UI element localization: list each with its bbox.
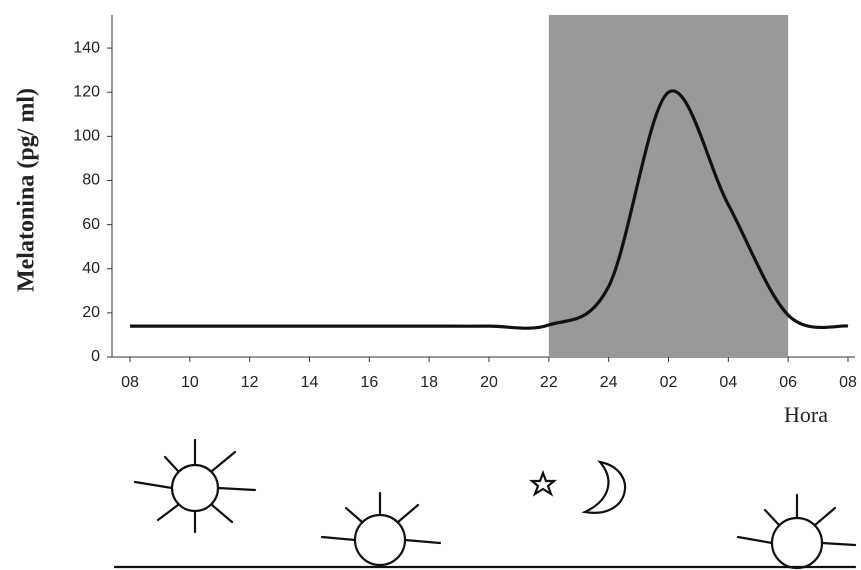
y-tick-label: 20 [82, 304, 100, 321]
x-tick-label: 02 [660, 374, 678, 391]
x-tick-label: 12 [241, 374, 259, 391]
night-band [548, 15, 789, 357]
illustration [113, 438, 857, 570]
y-tick-label: 0 [91, 348, 100, 365]
x-tick-label: 16 [360, 374, 378, 391]
y-tick-label: 60 [82, 216, 100, 233]
y-tick-label: 40 [82, 260, 100, 277]
x-tick-label: 04 [719, 374, 737, 391]
sun [736, 493, 857, 570]
y-tick-label: 100 [73, 128, 100, 145]
x-tick-label: 14 [301, 374, 319, 391]
x-tick-label: 18 [420, 374, 438, 391]
sun [320, 491, 442, 567]
x-tick-label: 08 [839, 374, 857, 391]
x-tick-label: 06 [779, 374, 797, 391]
star [528, 469, 558, 497]
y-tick-label: 140 [73, 39, 100, 56]
x-tick-label: 08 [121, 374, 139, 391]
y-tick-label: 120 [73, 83, 100, 100]
x-axis-label: Hora [784, 402, 828, 427]
x-tick-label: 24 [600, 374, 618, 391]
moon [581, 460, 627, 514]
y-axis-label: Melatonina (pg/ ml) [14, 88, 40, 292]
sun [133, 438, 257, 534]
x-tick-label: 22 [540, 374, 558, 391]
melatonin-line [130, 89, 849, 330]
y-tick-label: 80 [82, 172, 100, 189]
x-tick-label: 10 [181, 374, 199, 391]
x-tick-label: 20 [480, 374, 498, 391]
